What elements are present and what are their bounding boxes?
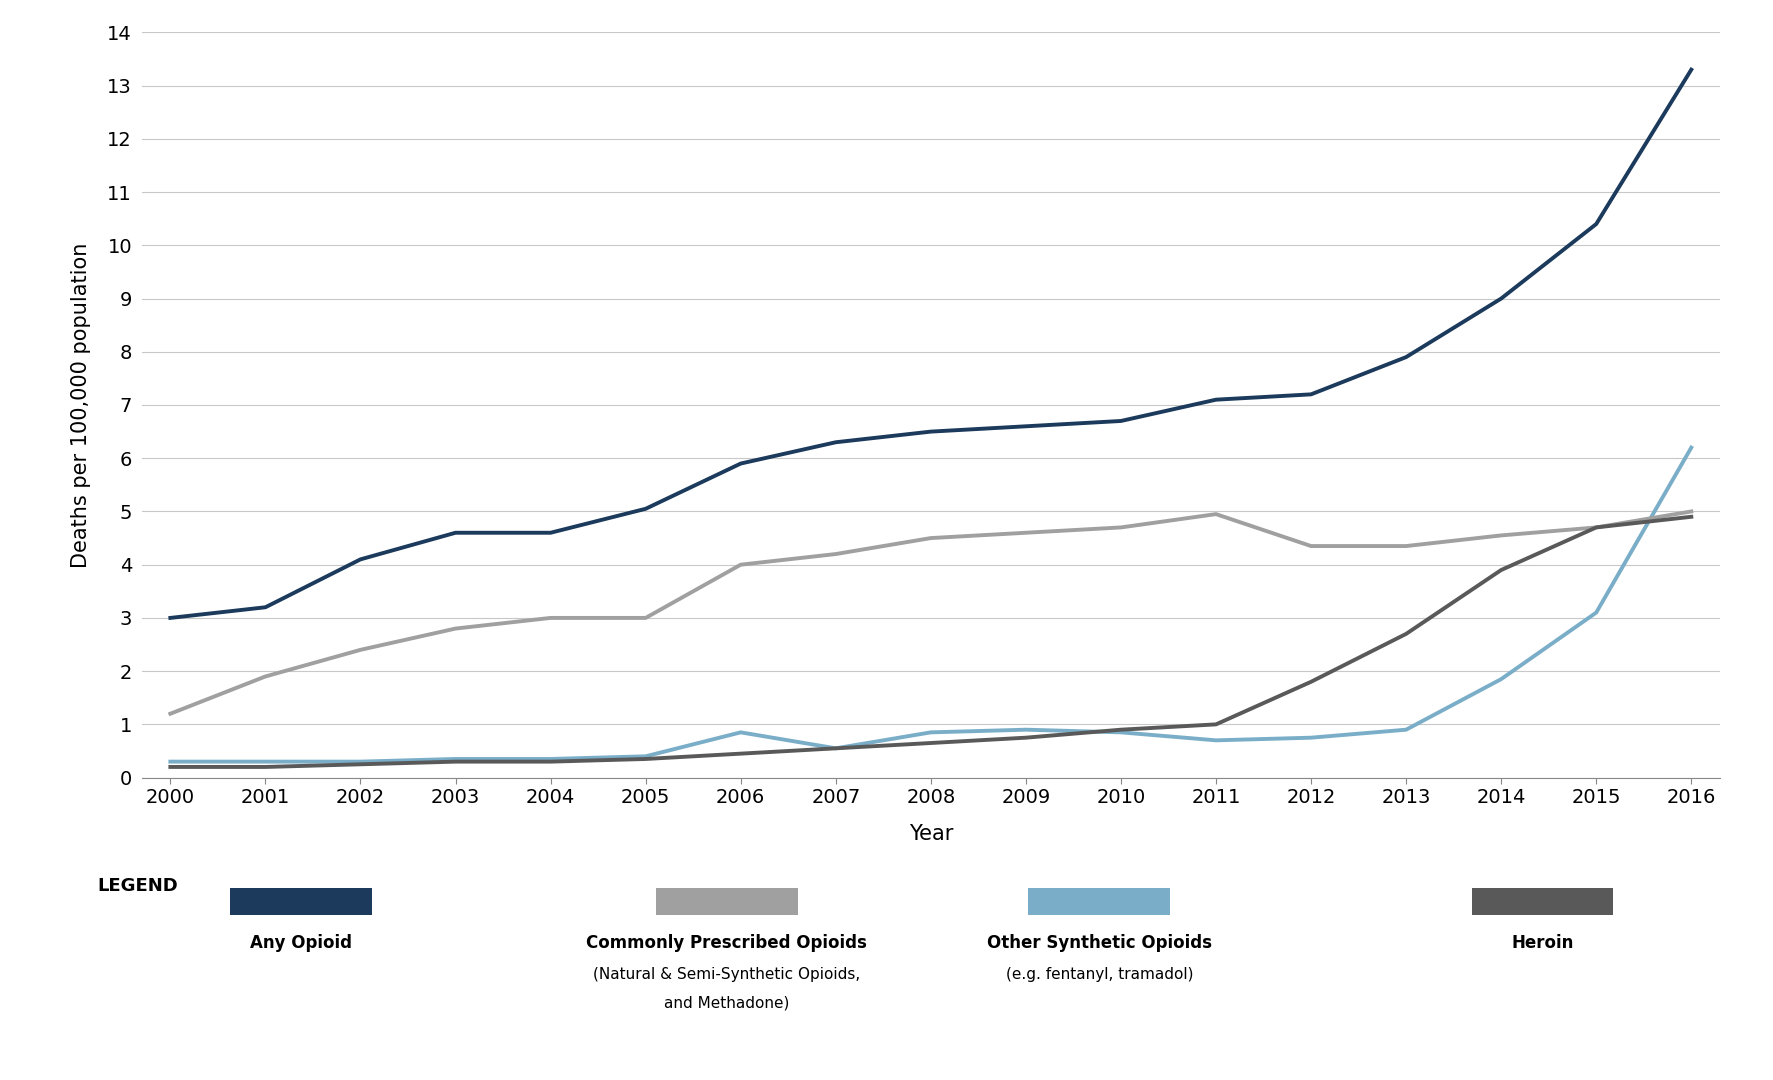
Text: (Natural & Semi-Synthetic Opioids,: (Natural & Semi-Synthetic Opioids,	[594, 967, 860, 982]
Text: LEGEND: LEGEND	[98, 877, 179, 894]
Text: Any Opioid: Any Opioid	[250, 934, 353, 953]
Text: and Methadone): and Methadone)	[665, 996, 789, 1011]
Text: Heroin: Heroin	[1511, 934, 1574, 953]
X-axis label: Year: Year	[908, 824, 954, 843]
Text: Other Synthetic Opioids: Other Synthetic Opioids	[988, 934, 1211, 953]
Text: (e.g. fentanyl, tramadol): (e.g. fentanyl, tramadol)	[1005, 967, 1193, 982]
Text: Commonly Prescribed Opioids: Commonly Prescribed Opioids	[587, 934, 867, 953]
Y-axis label: Deaths per 100,000 population: Deaths per 100,000 population	[71, 242, 90, 568]
